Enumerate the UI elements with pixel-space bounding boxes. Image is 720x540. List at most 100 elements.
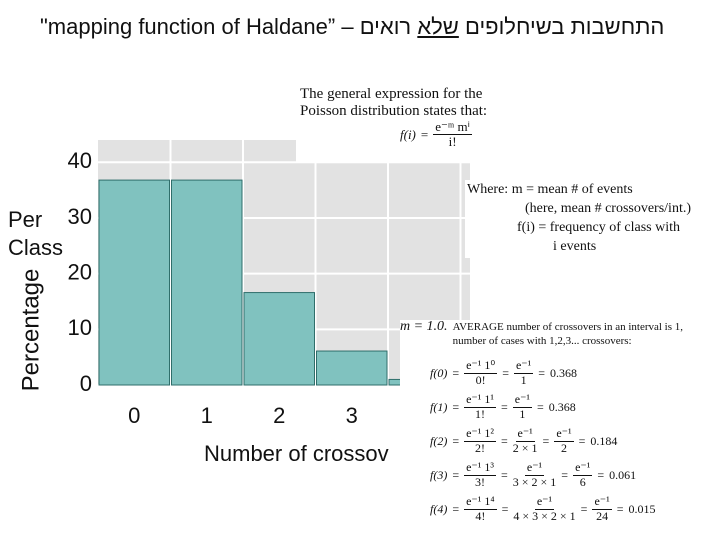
where-line: (here, mean # crossovers/int.)	[525, 201, 691, 216]
equals: =	[452, 467, 460, 482]
equals: =	[542, 433, 550, 448]
denominator: 4 × 3 × 2 × 1	[513, 508, 576, 523]
result: 0.061	[609, 467, 637, 482]
where-line: f(i) = frequency of class with	[517, 220, 681, 235]
x-axis-title: Number of crossov	[204, 441, 389, 466]
bar	[316, 350, 388, 386]
y-tick-label: 40	[68, 148, 92, 173]
equals: =	[501, 501, 509, 516]
formula-row: f(3) = e⁻¹ 1³ 3! = e⁻¹ 3 × 2 × 1 = e⁻¹ 6 = 0.061	[430, 458, 710, 492]
equals: =	[452, 365, 460, 380]
where-line: i events	[553, 239, 597, 254]
example-header: m = 1.0. AVERAGE number of crossovers in…	[400, 320, 710, 348]
equals: =	[502, 365, 509, 380]
fraction: e⁻¹ 4 × 3 × 2 × 1	[513, 494, 576, 523]
formula-lhs: f(3)	[430, 467, 448, 482]
title-he-underlined: שלא	[417, 14, 459, 39]
bar	[171, 179, 243, 386]
m-label: m = 1.0.	[400, 319, 448, 334]
fraction: e⁻¹ 1	[513, 358, 534, 387]
numerator: e⁻¹ 1⁴	[464, 494, 497, 510]
equals: =	[500, 433, 508, 448]
denominator: i!	[448, 134, 457, 150]
x-tick-label: 3	[346, 403, 358, 428]
equals: =	[452, 501, 460, 516]
fraction: e⁻¹ 1¹ 1!	[464, 393, 496, 420]
numerator: e⁻¹	[513, 358, 534, 374]
denominator: 2!	[475, 440, 486, 455]
denominator: 24	[596, 508, 609, 523]
result: 0.368	[548, 399, 576, 414]
numerator: e⁻¹	[592, 494, 612, 510]
formula-row: f(2) = e⁻¹ 1² 2! = e⁻¹ 2 × 1 = e⁻¹ 2 = 0.184	[430, 424, 710, 458]
fraction: e⁻¹ 1	[512, 392, 533, 421]
y-tick-label: 0	[80, 371, 92, 396]
equals: =	[597, 467, 605, 482]
poisson-formula: f(i) = e⁻ᵐ mⁱ i!	[400, 119, 520, 150]
equals: =	[500, 399, 508, 414]
numerator: e⁻¹	[534, 494, 555, 510]
numerator: e⁻¹ 1²	[464, 426, 496, 442]
y-tick-label: 30	[68, 204, 92, 229]
fraction: e⁻¹ 2	[554, 426, 574, 455]
denominator: 3!	[475, 474, 486, 489]
fraction: e⁻¹ 24	[592, 494, 612, 523]
equals: =	[616, 501, 624, 516]
y-tick-label: 10	[68, 315, 92, 340]
denominator: 3 × 2 × 1	[512, 474, 557, 489]
fraction: e⁻ᵐ mⁱ i!	[433, 119, 472, 150]
y-axis-title: Percentage	[17, 269, 44, 392]
denominator: 1	[520, 372, 527, 387]
numerator: e⁻¹	[573, 460, 593, 476]
denominator: 2 × 1	[512, 440, 538, 455]
poisson-box: The general expression for the Poisson d…	[296, 84, 524, 162]
denominator: 1	[519, 406, 526, 421]
title-hebrew: התחשבות בשיחלופים שלא רואים	[360, 14, 665, 39]
title-he-after: רואים	[359, 14, 412, 39]
denominator: 2	[560, 440, 567, 455]
formula-row: f(0) = e⁻¹ 1⁰ 0! = e⁻¹ 1 = 0.368	[430, 356, 710, 390]
result: 0.015	[628, 501, 656, 516]
y-label-line: Per	[8, 207, 42, 232]
denominator: 0!	[475, 372, 486, 387]
formula-lhs: f(0)	[430, 365, 448, 380]
example-rows: f(0) = e⁻¹ 1⁰ 0! = e⁻¹ 1 = 0.368 f(1) = e⁻¹ 1¹ 1! = e⁻…	[430, 356, 710, 526]
x-tick-label: 2	[273, 403, 285, 428]
example-box: m = 1.0. AVERAGE number of crossovers in…	[400, 320, 710, 525]
equals: =	[578, 433, 586, 448]
fraction: e⁻¹ 2 × 1	[512, 426, 538, 455]
numerator: e⁻¹	[554, 426, 574, 442]
bar	[243, 292, 315, 386]
equals: =	[500, 467, 508, 482]
equals: =	[452, 433, 460, 448]
denominator: 4!	[475, 508, 486, 523]
fraction: e⁻¹ 3 × 2 × 1	[512, 460, 557, 489]
numerator: e⁻¹	[524, 460, 545, 476]
numerator: e⁻¹	[515, 426, 535, 442]
title-quote: "mapping function of Haldane” –	[40, 14, 354, 39]
formula-lhs: f(2)	[430, 433, 448, 448]
fraction: e⁻¹ 1⁴ 4!	[464, 494, 497, 523]
denominator: 1!	[475, 406, 486, 421]
numerator: e⁻¹	[512, 392, 533, 408]
title-he-before: התחשבות בשיחלופים	[464, 14, 665, 39]
y-label-line: Class	[8, 235, 63, 260]
x-tick-label: 1	[201, 403, 213, 428]
bar	[98, 179, 170, 386]
example-text: AVERAGE number of crossovers in an inter…	[452, 321, 684, 347]
equals: =	[538, 365, 546, 380]
y-tick-label: 20	[68, 259, 92, 284]
formula-lhs: f(i)	[400, 127, 416, 143]
formula-row: f(1) = e⁻¹ 1¹ 1! = e⁻¹ 1 = 0.368	[430, 390, 710, 424]
result: 0.368	[550, 365, 578, 380]
fraction: e⁻¹ 6	[573, 460, 593, 488]
fraction: e⁻¹ 1³ 3!	[464, 461, 496, 488]
equals: =	[420, 127, 429, 143]
numerator: e⁻¹ 1⁰	[464, 358, 498, 374]
where-line: Where: m = mean # of events	[467, 182, 633, 197]
poisson-text: The general expression for the Poisson d…	[300, 86, 488, 119]
fraction: e⁻¹ 1² 2!	[464, 427, 496, 454]
result: 0.184	[590, 433, 618, 448]
